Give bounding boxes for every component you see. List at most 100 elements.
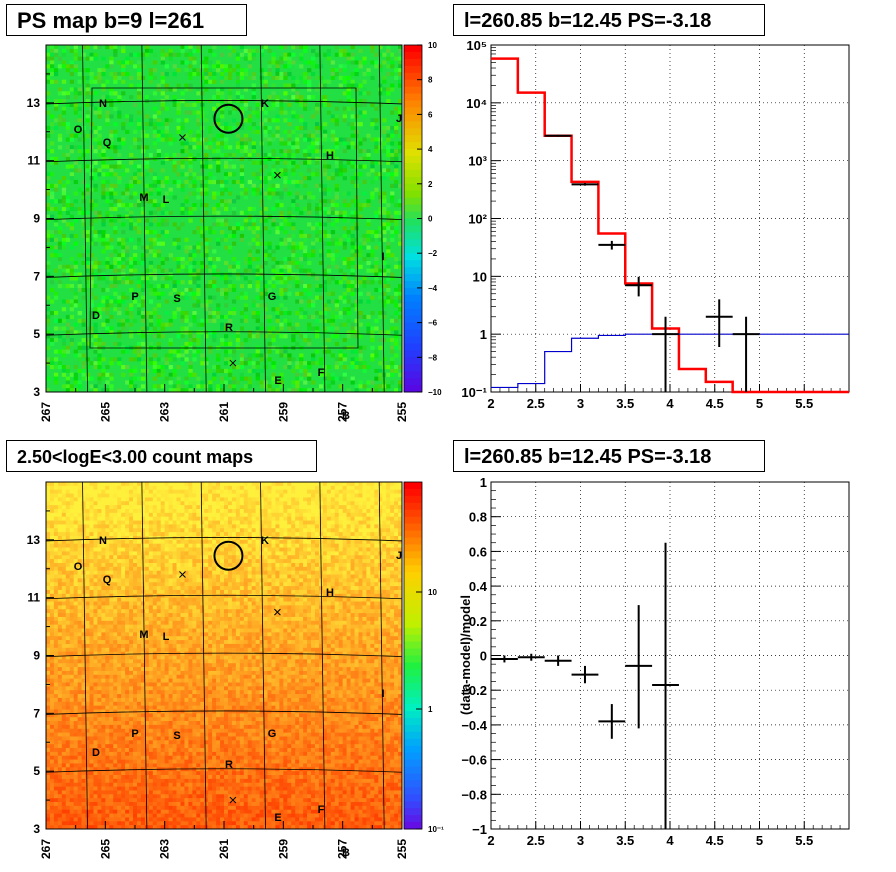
count-map-cell: [93, 697, 98, 703]
ps-map-cell: [156, 176, 162, 181]
ps-map-cell: [204, 357, 209, 362]
ps-map-cell: [287, 191, 292, 196]
ps-map-cell: [172, 237, 177, 242]
ps-map-cell: [168, 253, 173, 258]
ps-map-cell: [156, 237, 162, 242]
count-map-cell: [69, 790, 74, 795]
ps-map-cell: [295, 280, 300, 285]
ps-map-cell: [275, 314, 280, 320]
ps-map-cell: [227, 311, 233, 316]
ps-map-cell: [156, 206, 162, 212]
count-map-cell: [89, 728, 94, 733]
ps-map-cell: [180, 122, 185, 127]
count-map-cell: [73, 798, 78, 803]
ps-map-cell: [386, 214, 391, 219]
count-map-cell: [57, 748, 63, 753]
ps-map-cell: [46, 160, 51, 165]
ps-map-cell: [259, 241, 264, 246]
ps-map-cell: [180, 222, 185, 227]
count-map-cell: [53, 667, 59, 672]
ps-map-cell: [322, 280, 328, 285]
ps-map-cell: [61, 110, 67, 115]
ps-map-cell: [283, 187, 288, 192]
ps-map-cell: [334, 376, 340, 381]
ps-map-cell: [358, 291, 363, 296]
ps-map-cell: [303, 48, 308, 54]
ps-map-cell: [382, 284, 387, 289]
count-map-cell: [69, 482, 74, 487]
ps-map-cell: [354, 303, 359, 308]
ps-map-cell: [200, 380, 205, 385]
count-map-cell: [69, 740, 74, 745]
ps-map-cell: [93, 106, 98, 111]
ps-map-cell: [243, 361, 249, 366]
ps-map-cell: [291, 52, 296, 57]
ps-map-cell: [263, 326, 268, 331]
ps-map-cell: [204, 253, 209, 258]
ps-map-cell: [69, 60, 74, 65]
ps-map-cell: [113, 260, 118, 266]
ps-map-cell: [216, 237, 221, 242]
count-map-cell: [69, 505, 74, 510]
ps-map-cell: [192, 245, 197, 250]
ps-map-cell: [382, 303, 387, 308]
ps-map-cell: [311, 303, 316, 308]
count-map-cell: [61, 705, 67, 710]
ps-map-cell: [307, 253, 312, 258]
ps-map-cell: [350, 272, 355, 277]
count-map-cell: [65, 605, 71, 610]
ps-map-cell: [255, 249, 260, 254]
count-map-cell: [97, 551, 102, 556]
ps-map-cell: [326, 384, 332, 389]
count-map-cell: [93, 512, 98, 517]
ps-map-cell: [318, 260, 324, 266]
ps-map-cell: [101, 102, 106, 107]
ps-map-cell: [235, 122, 241, 127]
ps-map-cell: [133, 357, 138, 362]
ps-map-cell: [394, 326, 399, 331]
ps-map-cell: [291, 95, 296, 100]
ps-map-cell: [180, 361, 185, 366]
ps-map-cell: [271, 222, 276, 227]
ps-map-cell: [192, 203, 197, 208]
ps-map-cell: [46, 145, 51, 150]
ps-map-cell: [350, 280, 355, 285]
ps-map-cell: [362, 245, 367, 250]
ps-map-cell: [152, 183, 158, 188]
count-map-cell: [93, 821, 98, 826]
ps-map-cell: [322, 272, 328, 277]
ps-map-cell: [93, 168, 98, 173]
colorbar-tick-label: 6: [428, 110, 433, 119]
ps-map-cell: [374, 210, 379, 215]
count-map-cell: [57, 821, 63, 826]
count-map-cell: [69, 775, 74, 780]
ps-map-cell: [57, 264, 63, 269]
ps-map-cell: [358, 214, 363, 219]
ps-map-cell: [172, 52, 177, 57]
count-map-cell: [93, 825, 98, 830]
ps-map-cell: [267, 318, 272, 323]
ps-map-cell: [354, 118, 359, 123]
ps-map-cell: [314, 287, 320, 293]
ps-map-cell: [57, 214, 63, 219]
ps-map-cell: [196, 334, 201, 339]
ps-map-cell: [140, 368, 146, 374]
ps-map-cell: [318, 230, 324, 235]
count-map-cell: [77, 566, 82, 571]
count-map-cell: [77, 721, 82, 726]
count-map-cell: [61, 570, 67, 575]
ps-map-cell: [390, 341, 395, 347]
count-map-cell: [73, 748, 78, 753]
ps-map-cell: [140, 210, 146, 215]
count-map-cell: [53, 825, 59, 830]
ps-map-cell: [334, 357, 340, 362]
count-map-cell: [85, 582, 90, 587]
ps-map-cell: [366, 172, 371, 177]
colorbar-segment: [404, 176, 422, 185]
ps-map-cell: [164, 122, 169, 127]
ps-map-cell: [101, 241, 106, 246]
ps-map-cell: [77, 168, 82, 173]
ps-map-cell: [334, 245, 340, 250]
ps-map-cell: [125, 276, 130, 281]
count-map-cell: [57, 728, 63, 733]
